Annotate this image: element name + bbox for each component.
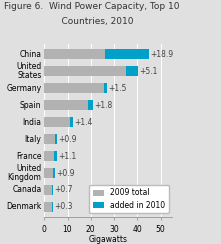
Text: +0.7: +0.7 (54, 185, 73, 194)
Bar (55, 134, 57, 144)
Text: +1.5: +1.5 (108, 84, 127, 92)
Text: +5.1: +5.1 (139, 67, 157, 76)
Text: +18.9: +18.9 (150, 50, 173, 59)
Text: +0.9: +0.9 (57, 169, 75, 177)
Text: +1.4: +1.4 (74, 118, 93, 127)
Text: +1.1: +1.1 (58, 152, 76, 161)
Bar (53, 168, 55, 178)
Bar (44, 100, 88, 110)
Bar (105, 49, 149, 59)
Text: Figure 6.  Wind Power Capacity, Top 10: Figure 6. Wind Power Capacity, Top 10 (4, 2, 180, 11)
Bar (44, 83, 104, 93)
Bar (44, 185, 52, 195)
Legend: 2009 total, added in 2010: 2009 total, added in 2010 (89, 185, 169, 213)
Bar (44, 168, 53, 178)
Bar (54, 151, 57, 161)
Bar (44, 151, 54, 161)
Bar (44, 202, 52, 212)
Text: +0.3: +0.3 (54, 203, 72, 212)
Bar (44, 49, 105, 59)
Bar (70, 117, 73, 127)
Bar (88, 100, 93, 110)
X-axis label: Gigawatts: Gigawatts (89, 235, 128, 244)
Text: Countries, 2010: Countries, 2010 (4, 17, 134, 26)
Bar (104, 83, 107, 93)
Bar (44, 66, 126, 76)
Bar (52, 202, 53, 212)
Bar (126, 66, 138, 76)
Bar (44, 117, 70, 127)
Bar (52, 185, 53, 195)
Text: +0.9: +0.9 (59, 134, 77, 143)
Text: +1.8: +1.8 (94, 101, 112, 110)
Bar (44, 134, 55, 144)
